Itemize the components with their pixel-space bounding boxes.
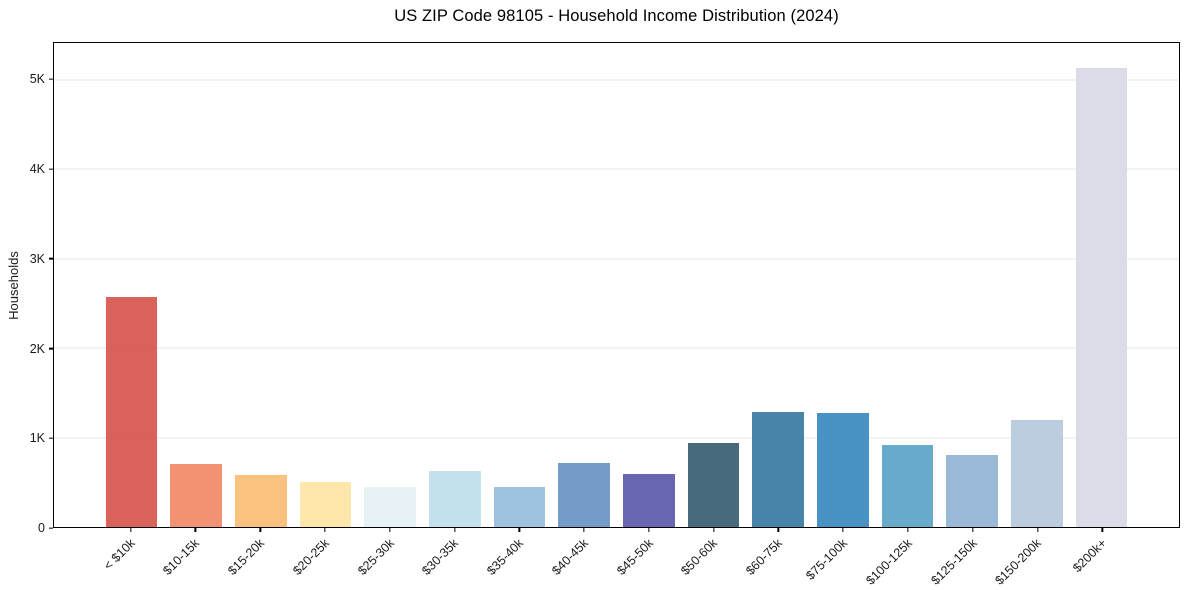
x-tick-label-0: < $10k	[100, 536, 138, 573]
x-tick-label-3: $20-25k	[290, 536, 332, 578]
y-tick-label-1K: 1K	[29, 431, 45, 446]
x-tick-mark-9	[712, 528, 715, 532]
x-tick-mark-4	[389, 528, 391, 532]
bar--200k+	[1075, 68, 1128, 527]
y-tick-label-5K: 5K	[29, 72, 45, 87]
bar--50-60k	[687, 442, 740, 527]
grid-line-3K	[54, 258, 1179, 260]
x-tick-label-1: $10-15k	[160, 536, 203, 578]
bar--35-40k	[493, 486, 546, 527]
x-tick-mark-2	[259, 528, 261, 532]
x-tick-mark-10	[777, 528, 780, 532]
x-tick-mark-7	[583, 528, 585, 532]
y-tick-label-4K: 4K	[29, 162, 45, 176]
bar--125-150k	[946, 454, 998, 527]
bar--10k	[105, 297, 158, 527]
x-axis-ticks: < $10k $10-15k $15-20k $20-25k $25-30k $30-35…	[53, 528, 1180, 590]
x-tick-mark-14	[1036, 528, 1039, 532]
bar--25-30k	[364, 487, 417, 527]
x-tick-mark-11	[842, 528, 844, 532]
bar--10-15k	[170, 463, 223, 527]
x-tick-mark-13	[972, 528, 974, 532]
grid-line-2K	[54, 347, 1179, 349]
y-tick-mark-5K	[49, 78, 53, 80]
bar--150-200k	[1010, 419, 1063, 527]
x-tick-label-15: $200k+	[1070, 536, 1110, 576]
y-tick-mark-0	[49, 527, 53, 529]
grid-line-5K	[54, 79, 1179, 81]
bar--15-20k	[235, 475, 287, 527]
y-tick-label-3K: 3K	[29, 251, 45, 266]
y-tick-mark-1K	[49, 437, 53, 439]
y-tick-mark-3K	[49, 258, 53, 260]
x-tick-mark-8	[648, 528, 650, 532]
plot-area	[53, 42, 1180, 528]
x-tick-label-6: $35-40k	[484, 536, 527, 578]
x-tick-mark-1	[194, 528, 197, 532]
x-tick-label-4: $25-30k	[354, 536, 397, 578]
x-tick-mark-15	[1101, 528, 1103, 532]
x-tick-label-10: $60-75k	[743, 536, 786, 578]
x-tick-mark-5	[453, 528, 456, 532]
bar--60-75k	[752, 411, 804, 527]
bar--75-100k	[816, 413, 869, 527]
x-tick-label-7: $40-45k	[549, 536, 592, 578]
x-tick-label-9: $50-60k	[678, 536, 721, 578]
chart-title: US ZIP Code 98105 - Household Income Dis…	[394, 7, 839, 25]
x-tick-label-11: $75-100k	[803, 536, 851, 583]
x-tick-mark-12	[907, 528, 909, 532]
y-tick-label-0: 0	[38, 521, 45, 535]
x-tick-label-2: $15-20k	[225, 536, 268, 578]
x-tick-label-13: $125-150k	[927, 536, 980, 588]
bar--20-25k	[299, 482, 352, 527]
bar--30-35k	[429, 471, 481, 527]
grid-line-4K	[54, 168, 1179, 170]
y-tick-mark-4K	[49, 168, 53, 170]
x-tick-mark-0	[130, 528, 132, 532]
grid-line-1K	[54, 437, 1179, 439]
x-tick-mark-3	[324, 528, 326, 532]
bar--40-45k	[558, 462, 611, 527]
x-tick-label-5: $30-35k	[419, 536, 462, 578]
bar--100-125k	[881, 444, 934, 527]
bar--45-50k	[622, 473, 675, 527]
x-tick-label-8: $45-50k	[613, 536, 656, 578]
y-axis-ticks: 0 1K 2K 3K 4K 5K	[0, 42, 53, 535]
x-tick-label-12: $100-125k	[863, 536, 915, 588]
y-tick-label-2K: 2K	[29, 341, 45, 356]
x-tick-label-14: $150-200k	[992, 536, 1045, 588]
y-tick-mark-2K	[49, 347, 53, 350]
x-tick-mark-6	[518, 528, 520, 532]
